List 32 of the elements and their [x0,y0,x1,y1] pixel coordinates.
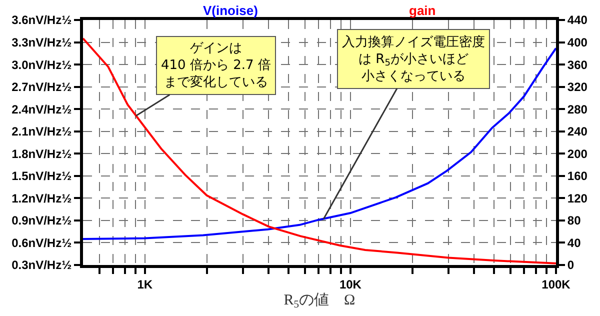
y2-tick-label: 320 [567,80,588,94]
y2-tick-label: 80 [567,214,582,228]
y-tick-label: 0.9nV/Hz½ [12,214,72,228]
y2-tick-label: 240 [567,124,588,139]
y2-tick-label: 440 [567,13,588,28]
y-tick-label: 3.3nV/Hz½ [12,35,72,50]
text: V(inoise) [203,3,258,18]
y-tick-label: 0.3nV/Hz½ [12,258,72,272]
y2-tick-label: 200 [567,146,588,161]
y-tick-label: 1.8nV/Hz½ [12,146,72,161]
y2-tick-label: 360 [567,58,588,72]
y2-tick-label: 160 [567,169,588,184]
y-tick-label: 1.2nV/Hz½ [12,191,72,206]
x-axis-title: R$_{5}$の値 Ω [284,291,356,311]
y-tick-label: 3.0nV/Hz½ [12,58,72,72]
x-tick-label: 10K [339,277,362,292]
annotation: 入力換算ノイズ電圧密度は R$_{5}$が小さいほど小さくなっている [342,34,485,84]
annotation: ゲインは410 倍から 2.7 倍まで変化している [161,41,271,90]
y-tick-label: 2.4nV/Hz½ [12,102,72,116]
x-tick-label: 100K [542,277,571,292]
y-tick-label: 1.5nV/Hz½ [12,169,72,184]
y2-tick-label: 120 [567,191,588,206]
y-tick-label: 2.1nV/Hz½ [12,124,72,139]
text: gain [409,3,436,18]
x-tick-label: 1K [137,277,153,292]
y2-tick-label: 0 [567,258,574,272]
y-tick-label: 3.6nV/Hz½ [12,13,72,28]
y-tick-label: 0.6nV/Hz½ [12,236,72,250]
y2-tick-label: 40 [567,236,582,250]
y2-tick-label: 400 [567,35,588,50]
y2-tick-label: 280 [567,102,588,116]
y-tick-label: 2.7nV/Hz½ [12,80,72,94]
